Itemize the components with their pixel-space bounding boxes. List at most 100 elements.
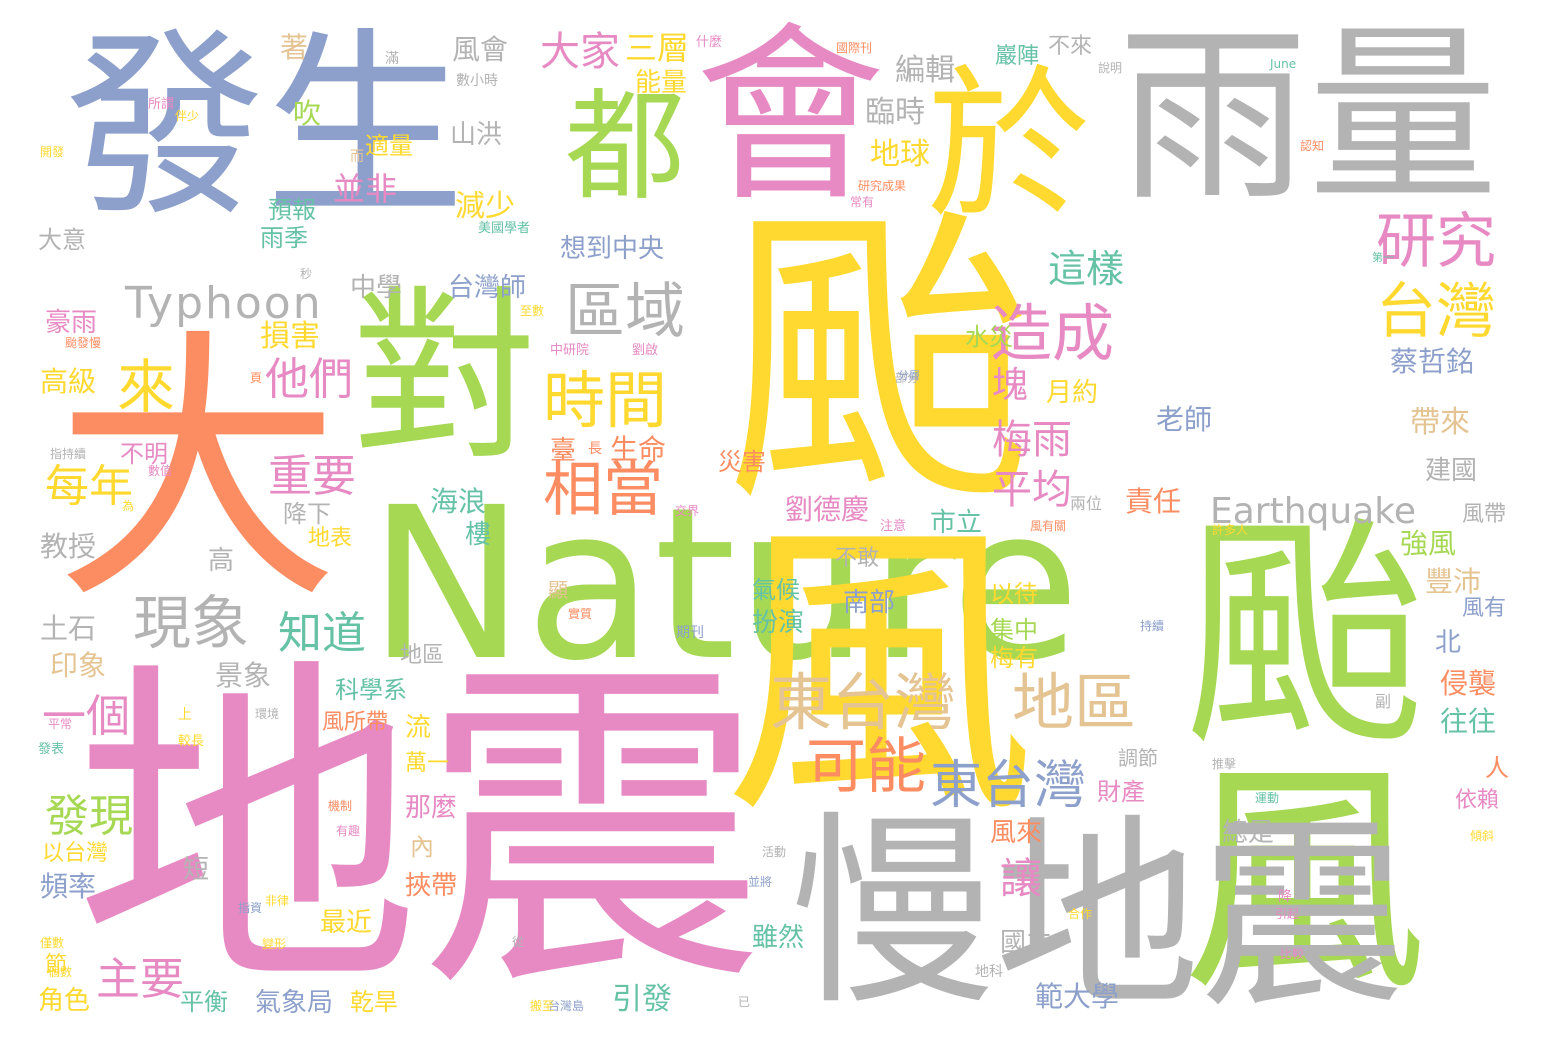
word-cloud-word: 說明	[1098, 61, 1123, 75]
word-cloud-word: 台灣島	[548, 999, 585, 1013]
word-cloud-word: 台灣師	[448, 273, 527, 303]
word-cloud-word: 災害	[718, 448, 766, 476]
word-cloud-word: 侵襲	[1440, 667, 1497, 700]
word-cloud-word: 以待	[990, 580, 1038, 608]
word-cloud-word: 地區	[1012, 666, 1137, 739]
word-cloud-word: 為	[122, 499, 135, 513]
word-cloud-word: 引起	[1275, 907, 1300, 921]
word-cloud-word: 會	[695, 6, 886, 227]
word-cloud-word: 第一	[1372, 251, 1394, 264]
word-cloud-word: 總是	[1222, 818, 1275, 848]
word-cloud-word: 科學系	[335, 676, 407, 704]
word-cloud-word: 發表	[38, 742, 65, 757]
word-cloud-word: 大	[55, 306, 340, 638]
word-cloud-word: 地震	[75, 632, 765, 1033]
word-cloud-word: 風所帶	[322, 710, 389, 735]
word-cloud-word: 臺	[550, 436, 577, 466]
word-cloud-word: 風會	[452, 33, 509, 66]
word-cloud-word: 美國學者	[478, 221, 531, 236]
word-cloud-word: 月約	[1046, 378, 1099, 408]
word-cloud-word: 可能	[806, 732, 926, 802]
word-cloud-word: 慢	[790, 795, 995, 1033]
word-cloud-word: 編輯	[895, 53, 955, 88]
word-cloud-word: 內	[410, 833, 434, 861]
word-cloud-word: 著	[280, 31, 309, 64]
word-cloud-word: 強風	[1400, 527, 1457, 560]
word-cloud-word: 持續	[1140, 619, 1165, 633]
word-cloud-word: 非律	[265, 894, 290, 908]
word-cloud-word: 環境	[255, 707, 280, 721]
word-cloud-word: 對	[352, 269, 537, 485]
word-cloud-word: 巖陣	[995, 44, 1040, 69]
word-cloud-word: 預報	[268, 196, 316, 224]
word-cloud-word: Nature	[368, 462, 1081, 707]
word-cloud-word: 印象	[50, 649, 107, 682]
word-cloud-word: 數值	[148, 464, 173, 478]
word-cloud-word: 搬至	[530, 999, 555, 1013]
word-cloud-word: 所謂	[148, 97, 175, 112]
word-cloud-word: 樓	[465, 520, 492, 550]
word-cloud-word: 老師	[1156, 403, 1213, 436]
word-cloud-word: 梅有	[990, 644, 1038, 672]
word-cloud-word: 都	[565, 78, 685, 217]
word-cloud-word: 教授	[40, 530, 97, 563]
word-cloud-word: 風來	[990, 818, 1043, 848]
word-cloud-word: 地震	[995, 798, 1405, 1036]
word-cloud-word: 許多人	[1212, 523, 1249, 537]
word-cloud-word: 交界	[675, 504, 700, 518]
word-cloud-word: 而	[350, 149, 364, 165]
word-cloud-word: 於	[899, 58, 1090, 222]
word-cloud-word: 注意	[880, 519, 907, 534]
word-cloud-word: 知道	[278, 608, 366, 659]
word-cloud-word: 臨時	[865, 95, 925, 130]
word-cloud-word: 傾斜	[1470, 829, 1495, 843]
word-cloud-word: 吹	[293, 97, 322, 130]
word-cloud-word: 有趣	[336, 824, 361, 838]
word-cloud-word: 引發	[612, 982, 672, 1017]
word-cloud-word: 期刊	[676, 625, 704, 641]
word-cloud-word: 北	[1435, 628, 1462, 658]
word-cloud-word: 塊	[992, 365, 1029, 406]
word-cloud-word: 發現	[45, 791, 133, 842]
word-cloud-word: 國立	[1000, 928, 1053, 958]
word-cloud-word: 比較	[1280, 947, 1305, 961]
word-cloud-word: 不明	[120, 440, 168, 468]
word-cloud-word: Earthquake	[1210, 491, 1416, 532]
word-cloud-word: 氣象局	[255, 988, 334, 1018]
word-cloud-word: 相當	[543, 455, 663, 525]
word-cloud-word: 扮演	[752, 608, 805, 638]
word-cloud-word: 並非	[333, 170, 398, 208]
word-cloud-word: 研究	[1376, 207, 1496, 277]
word-cloud-word: 平常	[48, 717, 73, 731]
word-cloud-word: 以台灣	[42, 841, 109, 866]
word-cloud-word: 三層	[625, 29, 690, 67]
word-cloud-word: 蔡哲銘	[1390, 345, 1475, 378]
word-cloud-word: 發生	[65, 11, 466, 244]
word-cloud-word: 地表	[308, 526, 353, 551]
word-cloud-word: 調節	[1118, 746, 1158, 770]
word-cloud-word: 範大學	[1035, 980, 1120, 1013]
word-cloud-word: 雖然	[752, 923, 805, 953]
word-cloud-word: 能量	[635, 68, 688, 98]
word-cloud-word: 氣候	[752, 576, 800, 604]
word-cloud-word: 已	[738, 995, 751, 1009]
word-cloud-word: 伴少	[175, 109, 200, 123]
word-cloud-word: 景象	[215, 659, 272, 692]
word-cloud-word: 適量	[365, 132, 413, 160]
word-cloud-word: 地區	[400, 643, 445, 668]
word-cloud-word: 認知	[1300, 139, 1325, 153]
word-cloud-word: 較長	[178, 734, 205, 749]
word-cloud-word: 損害	[260, 319, 320, 354]
word-cloud-word: 財產	[1097, 778, 1145, 806]
word-cloud-word: 讓	[1000, 854, 1043, 903]
word-cloud-word: 主要	[96, 954, 184, 1005]
word-cloud-word: 滿	[385, 51, 399, 67]
word-cloud-word: 梅雨	[992, 417, 1072, 463]
word-cloud-word: 地科	[975, 964, 1003, 980]
word-cloud-word: 大意	[38, 226, 86, 254]
word-cloud-word: 挾帶	[405, 871, 458, 901]
word-cloud-word: 造成	[990, 297, 1115, 370]
word-cloud-word: 機制	[328, 799, 353, 813]
word-cloud-word: 常有	[850, 195, 875, 209]
